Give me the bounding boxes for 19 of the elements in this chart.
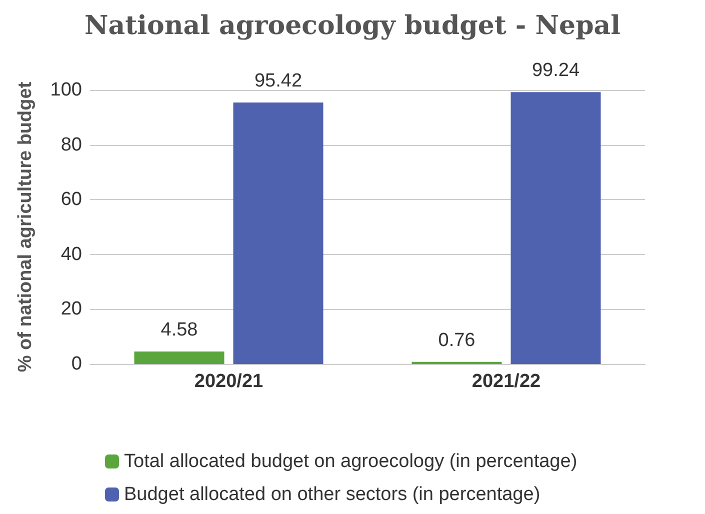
chart-title: National agroecology budget - Nepal bbox=[84, 11, 621, 41]
legend-label: Total allocated budget on agroecology (in percentage) bbox=[124, 451, 578, 472]
bar bbox=[233, 102, 324, 364]
y-tick-label: 80 bbox=[60, 134, 82, 156]
data-label: 95.42 bbox=[254, 70, 302, 92]
y-tick-label: 100 bbox=[50, 80, 82, 100]
y-axis-title: % of national agriculture budget bbox=[15, 81, 36, 372]
x-tick-label: 2021/22 bbox=[472, 371, 541, 392]
data-label: 99.24 bbox=[532, 60, 580, 82]
y-tick-label: 0 bbox=[71, 354, 82, 374]
data-label: 0.76 bbox=[438, 330, 476, 351]
bar bbox=[134, 351, 224, 364]
x-tick-label: 2020/21 bbox=[194, 371, 264, 392]
data-label: 4.58 bbox=[160, 319, 198, 340]
y-tick-label: 20 bbox=[60, 298, 82, 320]
bar bbox=[510, 92, 601, 364]
legend-label: Budget allocated on other sectors (in percentage) bbox=[124, 484, 540, 505]
y-tick-label: 40 bbox=[60, 244, 82, 265]
y-tick-label: 60 bbox=[60, 189, 82, 210]
